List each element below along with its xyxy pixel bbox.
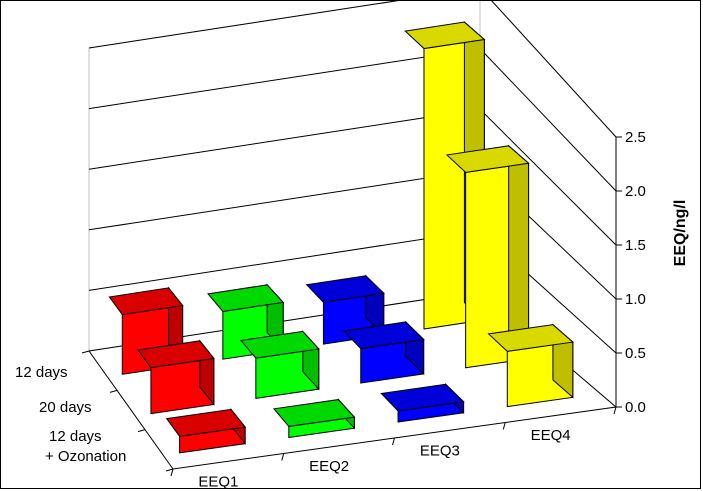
bar-top-face bbox=[404, 21, 486, 50]
x-tick-label: EEQ4 bbox=[531, 427, 571, 444]
x-tick-label: EEQ1 bbox=[198, 473, 238, 490]
x-tick-label: EEQ2 bbox=[309, 458, 349, 475]
x-tick-mark bbox=[170, 468, 174, 477]
x-tick-label: EEQ3 bbox=[420, 442, 460, 459]
bar-top-face bbox=[273, 399, 356, 427]
bar-eeq1-s3 bbox=[165, 407, 247, 454]
bar-top-face bbox=[487, 324, 574, 352]
bar-eeq1-s2 bbox=[137, 339, 215, 415]
bar-eeq4-s2 bbox=[445, 144, 530, 369]
z-tick-mark bbox=[109, 389, 118, 393]
series-label-1: 12 days bbox=[15, 364, 68, 381]
bar-top-face bbox=[445, 145, 530, 173]
bar-top-face bbox=[380, 383, 465, 412]
bar-eeq4-s3 bbox=[487, 323, 574, 408]
y-tick-label: 0.0 bbox=[625, 399, 646, 416]
axes: 0.0 0.5 1.0 1.5 2.0 2.5 EEQ1 EEQ2 EEQ3 EEQ4 bbox=[81, 129, 646, 490]
bar-eeq2-s1 bbox=[207, 283, 285, 360]
bar-eeq3-s2 bbox=[342, 320, 425, 384]
y-tick-label: 2.0 bbox=[625, 183, 646, 200]
bar-eeq2-s2 bbox=[240, 330, 320, 399]
z-tick-mark bbox=[165, 468, 174, 472]
x-tick-mark bbox=[613, 406, 617, 415]
bar-top-face bbox=[165, 408, 247, 437]
z-tick-mark bbox=[81, 350, 90, 354]
bar-eeq3-s3 bbox=[380, 383, 465, 423]
x-tick-mark bbox=[392, 437, 395, 446]
axis-labels: EEQ/ng/l 12 days 20 days 12 days + Ozona… bbox=[15, 200, 689, 465]
y-tick-label: 0.5 bbox=[625, 345, 646, 362]
bars bbox=[108, 20, 574, 454]
y-tick-label: 1.5 bbox=[625, 237, 646, 254]
x-tick-mark bbox=[281, 453, 285, 461]
bar-top-face bbox=[305, 275, 385, 303]
series-label-2: 20 days bbox=[39, 399, 92, 416]
gridline bbox=[88, 1, 617, 138]
z-tick-mark bbox=[137, 429, 146, 433]
y-tick-label: 2.5 bbox=[625, 129, 646, 146]
bar-side-face bbox=[508, 144, 530, 360]
y-tick-label: 1.0 bbox=[625, 291, 646, 308]
bar-top-face bbox=[342, 321, 425, 350]
series-label-3-line2: + Ozonation bbox=[45, 448, 126, 465]
bar-top-face bbox=[137, 340, 215, 369]
y-axis-title: EEQ/ng/l bbox=[672, 200, 689, 267]
bar-top-face bbox=[207, 284, 285, 312]
series-label-3: 12 days bbox=[49, 428, 102, 445]
bar-eeq2-s3 bbox=[273, 398, 356, 439]
bar-top-face bbox=[108, 287, 184, 316]
bar-top-face bbox=[240, 330, 320, 359]
x-tick-mark bbox=[502, 422, 506, 430]
